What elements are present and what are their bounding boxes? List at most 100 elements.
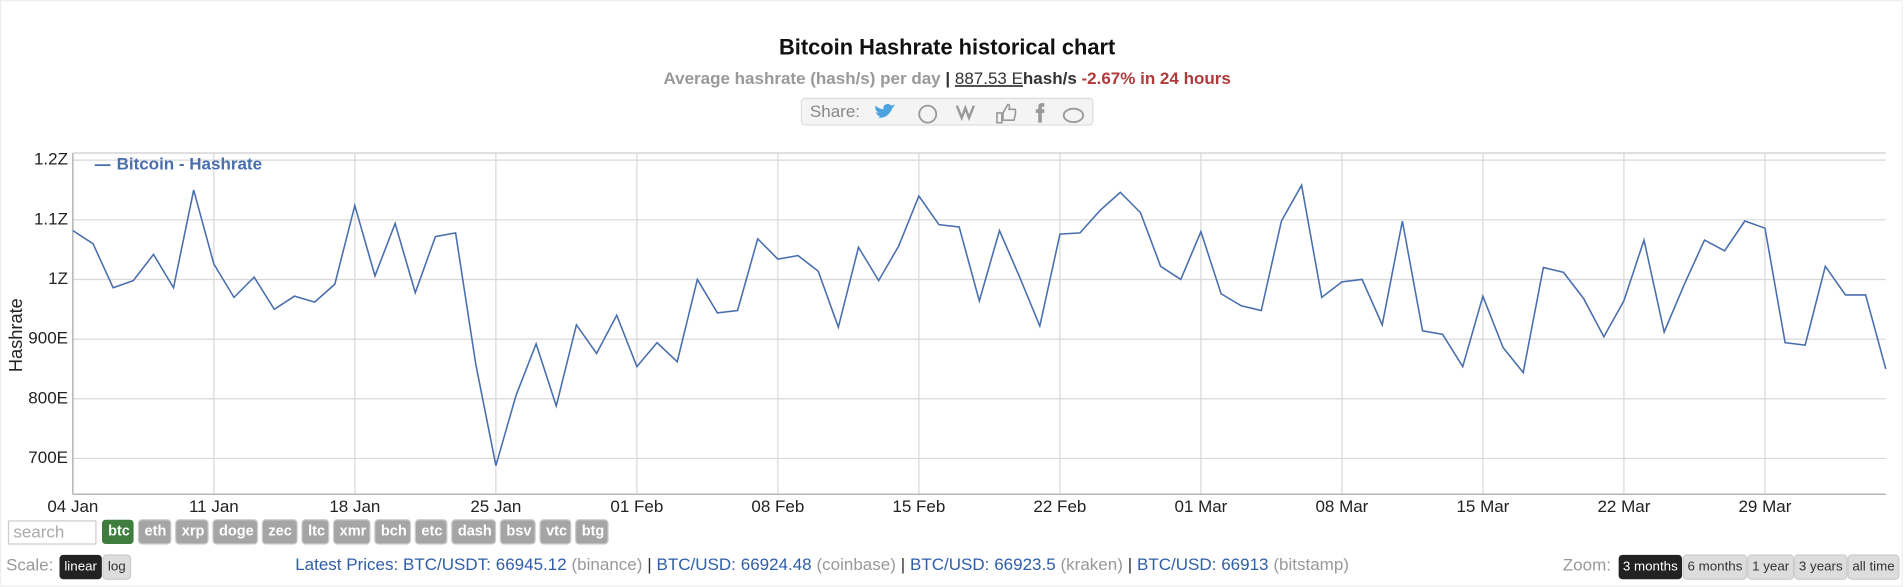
zoom-button[interactable]: 3 months: [1618, 554, 1683, 580]
search-box[interactable]: [7, 520, 97, 545]
controls: search Scale: Zoom: Latest Prices: BTC/US…: [6, 519, 1900, 580]
x-tick-label: 22 Feb: [1033, 497, 1086, 516]
subtitle-unit: hash/s: [1023, 70, 1077, 89]
coin-button[interactable]: zec: [261, 519, 298, 545]
coin-button-bg[interactable]: [137, 519, 172, 545]
coin-button[interactable]: xmr: [332, 519, 371, 545]
y-tick-label: 800E: [28, 388, 68, 407]
price-value: 66945.12: [496, 555, 567, 574]
zoom-button-bg[interactable]: [1618, 554, 1683, 580]
coin-button[interactable]: btg: [575, 519, 609, 545]
zoom-button[interactable]: 6 months: [1682, 554, 1748, 580]
zoom-label: Zoom:: [1563, 555, 1611, 574]
coin-button[interactable]: btc: [102, 519, 134, 545]
coin-button-bg[interactable]: [212, 519, 259, 545]
zoom-button[interactable]: all time: [1847, 554, 1900, 580]
scale-button-bg[interactable]: [102, 554, 132, 580]
coin-button-bg[interactable]: [539, 519, 572, 545]
coin-button-bg[interactable]: [374, 519, 412, 545]
share-weibo[interactable]: [1062, 107, 1085, 123]
prices-label: Latest Prices:: [295, 555, 398, 574]
price-source: (bitstamp): [1273, 555, 1349, 574]
share-box: [800, 97, 1094, 126]
coin-button-label[interactable]: btc: [108, 524, 130, 540]
coin-button[interactable]: xrp: [175, 519, 209, 545]
zoom-button-label[interactable]: 1 year: [1752, 559, 1790, 574]
scale-button-bg[interactable]: [59, 554, 102, 580]
coin-button-label[interactable]: bsv: [506, 524, 532, 540]
coin-button[interactable]: ltc: [301, 519, 330, 545]
share-reddit[interactable]: [918, 104, 938, 124]
coin-button-bg[interactable]: [332, 519, 371, 545]
coin-button-bg[interactable]: [175, 519, 209, 545]
coin-button-label[interactable]: btg: [582, 524, 605, 540]
coin-button-label[interactable]: etc: [421, 524, 442, 540]
coin-button[interactable]: dash: [451, 519, 497, 545]
x-tick-label: 08 Mar: [1315, 497, 1368, 516]
coin-button-label[interactable]: zec: [268, 524, 291, 540]
coin-button-label[interactable]: dash: [458, 524, 492, 540]
zoom-button-bg[interactable]: [1747, 554, 1795, 580]
coin-button-label[interactable]: xrp: [182, 524, 205, 540]
search-placeholder[interactable]: search: [13, 523, 64, 542]
share-vk[interactable]: [955, 104, 975, 122]
zoom-button-bg[interactable]: [1847, 554, 1900, 580]
coin-button-bg[interactable]: [499, 519, 536, 545]
price-pair: BTC/USDT:: [403, 555, 491, 574]
coin-button-bg[interactable]: [414, 519, 448, 545]
x-tick-label: 22 Mar: [1597, 497, 1650, 516]
coin-button[interactable]: doge: [212, 519, 259, 545]
coin-button-label[interactable]: vtc: [546, 524, 567, 540]
coin-button-label[interactable]: doge: [219, 524, 254, 540]
scale-button-label[interactable]: log: [108, 559, 126, 574]
x-tick-label: 01 Feb: [610, 497, 663, 516]
coin-button[interactable]: vtc: [539, 519, 572, 545]
zoom-button[interactable]: 3 years: [1794, 554, 1848, 580]
coin-button[interactable]: etc: [414, 519, 448, 545]
zoom-button[interactable]: 1 year: [1747, 554, 1795, 580]
coin-button-label[interactable]: bch: [381, 524, 407, 540]
zoom-button-bg[interactable]: [1682, 554, 1748, 580]
plot: 700E 800E 900E 1Z 1.1Z 1.2Z 04 Jan 11 Jan 18 Jan…: [28, 150, 1887, 516]
scale-button[interactable]: log: [102, 554, 132, 580]
price-source: (coinbase): [817, 555, 896, 574]
coin-button-bg[interactable]: [451, 519, 497, 545]
scale-label: Scale:: [6, 555, 53, 574]
x-tick-label: 25 Jan: [470, 497, 521, 516]
y-tick-label: 700E: [28, 448, 68, 467]
share-facebook[interactable]: [1035, 102, 1045, 123]
share-bar: Share:: [800, 97, 1094, 126]
scale-button[interactable]: linear: [59, 554, 102, 580]
x-tick-label: 15 Feb: [892, 497, 945, 516]
coin-button-bg[interactable]: [261, 519, 298, 545]
coin-button-label[interactable]: eth: [145, 524, 167, 540]
coin-button[interactable]: bsv: [499, 519, 536, 545]
x-tick-label: 15 Mar: [1456, 497, 1509, 516]
coin-button[interactable]: bch: [374, 519, 412, 545]
coin-button-label[interactable]: xmr: [340, 524, 367, 540]
y-tick-label: 1.2Z: [34, 150, 68, 169]
price-pair: BTC/USD:: [657, 555, 736, 574]
zoom-button-label[interactable]: 6 months: [1687, 559, 1742, 574]
coin-button-label[interactable]: ltc: [308, 524, 325, 540]
y-axis-label: Hashrate: [6, 298, 26, 372]
y-tick-label: 1Z: [48, 269, 68, 288]
share-label: Share:: [810, 102, 860, 121]
share-like[interactable]: [996, 103, 1017, 124]
coin-button[interactable]: eth: [137, 519, 172, 545]
zoom-button-label[interactable]: all time: [1852, 559, 1894, 574]
zoom-button-label[interactable]: 3 months: [1623, 559, 1678, 574]
coin-button-bg[interactable]: [102, 519, 134, 545]
zoom-button-bg[interactable]: [1794, 554, 1848, 580]
coin-button-bg[interactable]: [301, 519, 330, 545]
zoom-button-label[interactable]: 3 years: [1799, 559, 1843, 574]
price-source: (kraken): [1061, 555, 1123, 574]
subtitle: Average hashrate (hash/s) per day | 887.…: [663, 70, 1230, 89]
share-twitter[interactable]: [875, 103, 895, 118]
scale-button-label[interactable]: linear: [64, 559, 97, 574]
coin-button-bg[interactable]: [575, 519, 609, 545]
subtitle-value: 887.53 E: [955, 70, 1023, 89]
